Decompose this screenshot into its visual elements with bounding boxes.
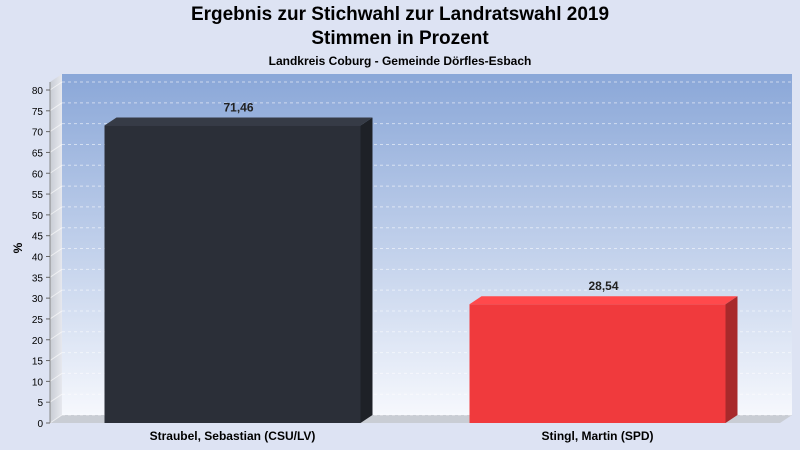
y-tick-label: 70: [32, 128, 44, 139]
gridline-side: [49, 102, 63, 112]
gridline-side: [49, 248, 63, 257]
bar: [469, 304, 726, 423]
y-tick-label: 25: [32, 315, 44, 326]
bar-top: [104, 117, 373, 126]
plot-side-wall: [50, 74, 62, 423]
gridline-side: [49, 310, 63, 320]
y-tick-label: 55: [32, 190, 44, 201]
gridline-side: [49, 352, 63, 361]
gridline-side: [49, 206, 63, 216]
gridline-side: [49, 185, 63, 195]
y-tick-label: 40: [32, 253, 44, 264]
y-tick-label: 75: [32, 107, 44, 118]
gridline-side: [49, 227, 63, 237]
y-tick-label: 0: [37, 419, 43, 430]
y-axis-label: %: [11, 242, 25, 253]
gridline-side: [49, 123, 63, 133]
y-tick-label: 10: [32, 377, 44, 388]
bar: [104, 125, 361, 423]
gridline-side: [49, 414, 63, 424]
chart-title: Ergebnis zur Stichwahl zur Landratswahl …: [190, 4, 610, 25]
gridline-side: [49, 164, 63, 174]
gridline-side: [49, 331, 63, 341]
gridline-side: [49, 372, 63, 382]
bar-top: [469, 296, 738, 305]
bar-side: [725, 296, 738, 423]
gridline-side: [49, 268, 63, 278]
y-tick-label: 30: [32, 294, 44, 305]
x-tick-label: Straubel, Sebastian (CSU/LV): [150, 429, 316, 443]
data-label: 28,54: [588, 279, 618, 293]
gridline-side: [49, 289, 63, 299]
y-tick-label: 60: [32, 169, 44, 180]
y-tick-label: 50: [32, 211, 44, 222]
y-tick-label: 20: [32, 336, 44, 347]
gridline-side: [49, 393, 63, 403]
x-tick-label: Stingl, Martin (SPD): [542, 429, 654, 443]
data-label: 71,46: [223, 101, 253, 115]
chart-title-line2: Stimmen in Prozent: [311, 28, 489, 49]
chart-subtitle: Landkreis Coburg - Gemeinde Dörfles-Esba…: [268, 54, 532, 68]
gridline-side: [49, 81, 63, 91]
gridline-side: [49, 144, 63, 153]
y-tick-label: 65: [32, 148, 44, 159]
bar-side: [360, 117, 373, 423]
y-tick-label: 5: [37, 398, 43, 409]
y-tick-label: 15: [32, 357, 44, 368]
y-tick-label: 45: [32, 232, 44, 243]
y-tick-label: 35: [32, 273, 44, 284]
y-tick-label: 80: [32, 86, 44, 97]
